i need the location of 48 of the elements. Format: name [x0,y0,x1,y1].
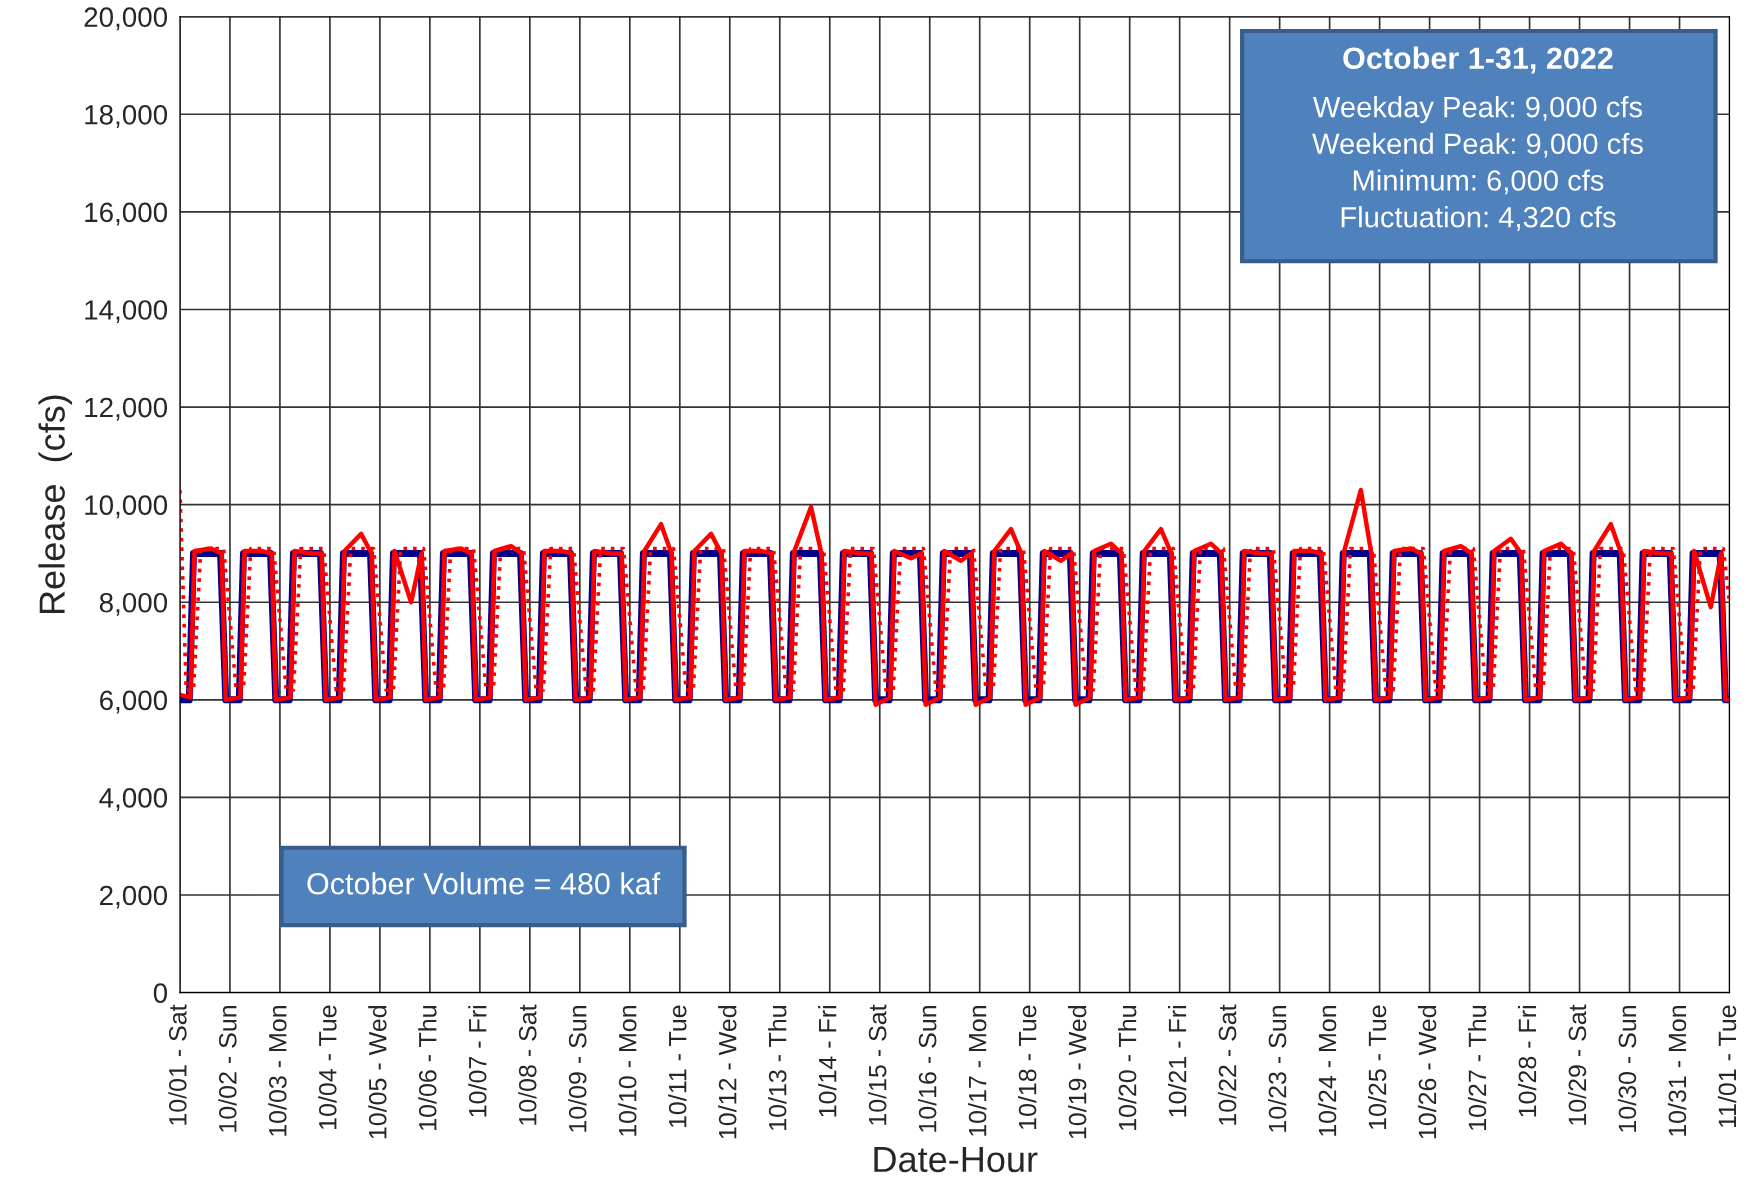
x-tick-label: 10/14 - Fri [818,1006,837,1117]
y-tick-label: 16,000 [85,202,168,226]
x-tick-label: 10/08 - Sat [518,1004,537,1125]
x-tick-label: 11/01 - Tue [1717,1005,1737,1128]
x-tick-label: 10/22 - Sat [1218,1004,1237,1125]
x-tick-label: 10/30 - Sun [1617,1005,1637,1132]
y-tick-label: 20,000 [84,7,168,31]
y-tick-label: 2,000 [100,885,168,909]
x-tick-label: 10/04 - Tue [318,1005,337,1129]
x-tick-label: 10/18 - Tue [1018,1005,1037,1129]
x-tick-label: 10/06 - Thu [418,1006,437,1130]
y-tick-label: 18,000 [85,104,168,128]
y-tick-label: 14,000 [85,300,168,324]
x-tick-label: 10/12 - Wed [718,1005,737,1139]
x-tick-label: 10/25 - Tue [1367,1005,1387,1129]
x-tick-label: 10/15 - Sat [868,1004,887,1125]
x-tick-label: 10/19 - Wed [1068,1005,1087,1139]
x-tick-label: 10/09 - Sun [568,1005,587,1132]
y-tick-label: 12,000 [85,397,168,421]
x-tick-label: 10/26 - Wed [1417,1005,1437,1139]
x-tick-label: 10/29 - Sat [1567,1004,1587,1125]
x-tick-label: 10/07 - Fri [468,1006,487,1117]
x-tick-label: 10/16 - Sun [918,1005,937,1132]
x-tick-label: 10/11 - Tue [668,1005,687,1128]
y-tick-label: 8,000 [99,592,168,616]
x-tick-label: 10/01 - Sat [168,1004,187,1125]
x-axis-title: Date-Hour [874,1147,1038,1173]
x-tick-label: 10/13 - Thu [768,1006,787,1130]
x-tick-label: 10/17 - Mon [968,1005,987,1136]
y-tick-label: 0 [153,983,168,1003]
x-tick-label: 10/21 - Fri [1168,1006,1187,1117]
annotation: Weekday Peak: 9,000 cfs Weekend Peak: 9,000 cfs Minimum: 6,000 cfs Fluctuation: 4,320 cfs [1312,95,1643,231]
x-tick-label: 10/20 - Thu [1118,1006,1137,1130]
x-tick-label: 10/23 - Sun [1268,1005,1287,1132]
x-tick-label: 10/05 - Wed [368,1005,387,1139]
y-axis-title: Release (cfs) [38,395,73,614]
annotation: October Volume = 480 kaf [307,872,661,895]
y-tick-label: 4,000 [99,788,168,812]
annotation: October 1-31, 2022 [1343,46,1613,74]
x-tick-label: 10/28 - Fri [1517,1006,1537,1117]
x-tick-label: 10/27 - Thu [1467,1006,1487,1130]
y-tick-label: 6,000 [100,690,168,714]
x-tick-label: 10/31 - Mon [1667,1005,1687,1136]
x-tick-label: 10/10 - Mon [618,1005,637,1136]
x-tick-label: 10/24 - Mon [1317,1005,1337,1136]
x-tick-label: 10/02 - Sun [218,1005,237,1132]
y-tick-label: 10,000 [85,495,168,519]
x-tick-label: 10/03 - Mon [268,1005,287,1136]
